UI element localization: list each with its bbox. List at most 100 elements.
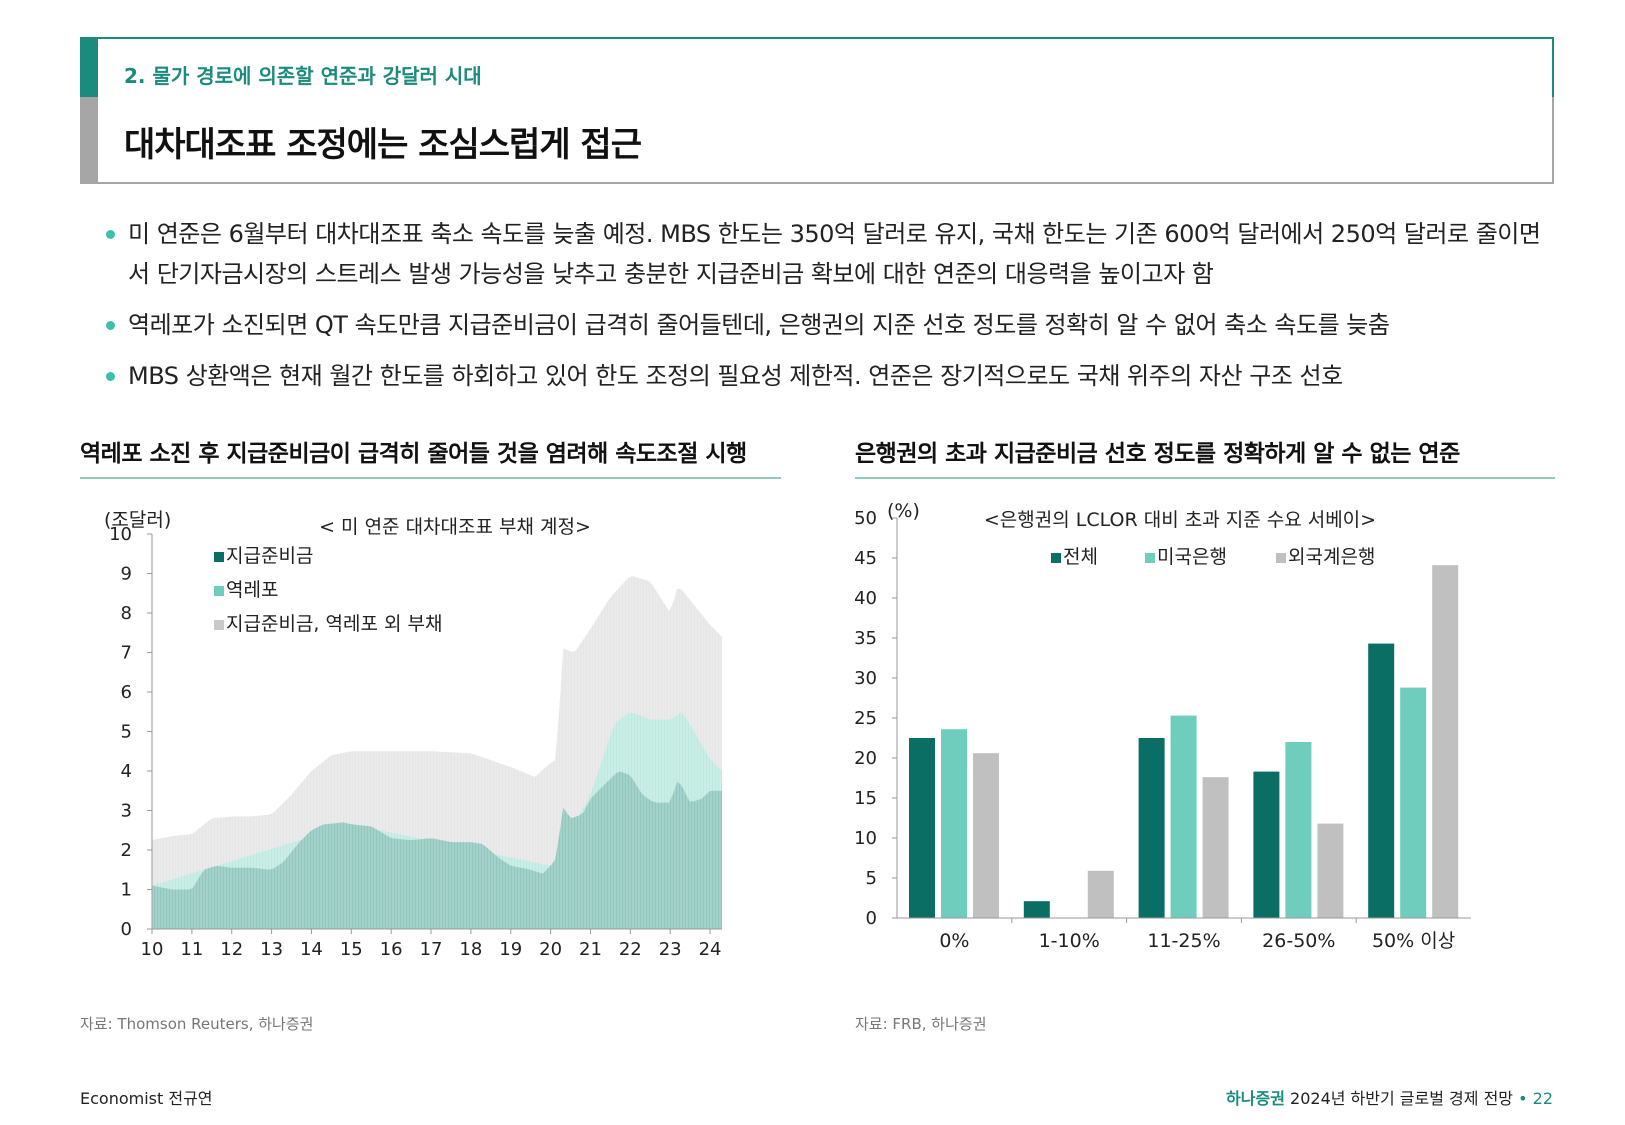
bar-전체-26-50% [1253, 771, 1280, 918]
y-tick-label: 5 [866, 868, 877, 889]
x-category-label: 11-25% [1147, 930, 1220, 952]
y-tick-label: 0 [866, 908, 877, 929]
footer-author: Economist 전규연 [80, 1089, 213, 1108]
y-tick-label: 35 [855, 628, 877, 649]
x-tick-label: 22 [619, 939, 642, 960]
x-tick-label: 10 [141, 939, 164, 960]
x-category-label: 26-50% [1262, 930, 1335, 952]
legend-label: 전체 [1063, 546, 1098, 568]
y-tick-label: 10 [109, 524, 132, 545]
left-chart-source: 자료: Thomson Reuters, 하나증권 [80, 1015, 314, 1033]
x-tick-label: 18 [459, 939, 482, 960]
bar-미국은행-50% 이상 [1400, 687, 1427, 918]
x-tick-label: 12 [220, 939, 243, 960]
x-tick-label: 23 [659, 939, 682, 960]
bullet-item: 역레포가 소진되면 QT 속도만큼 지급준비금이 급격히 줄어들텐데, 은행권의… [104, 305, 1544, 345]
bar-외국계은행-1-10% [1087, 870, 1114, 918]
legend-swatch [214, 552, 224, 562]
legend-label: 역레포 [226, 579, 278, 601]
x-category-label: 50% 이상 [1372, 930, 1455, 952]
chart-title: < 미 연준 대차대조표 부채 계정> [319, 516, 591, 538]
header-frame [80, 37, 1554, 184]
legend-swatch [1145, 553, 1155, 563]
bullet-text: 역레포가 소진되면 QT 속도만큼 지급준비금이 급격히 줄어들텐데, 은행권의… [128, 311, 1390, 339]
y-tick-label: 9 [121, 564, 132, 585]
bar-전체-11-25% [1138, 738, 1165, 918]
x-tick-label: 14 [300, 939, 323, 960]
bullet-item: MBS 상환액은 현재 월간 한도를 하회하고 있어 한도 조정의 필요성 제한… [104, 356, 1544, 396]
header-accent-top [80, 37, 98, 97]
bar-전체-0% [909, 738, 935, 918]
bullet-list: 미 연준은 6월부터 대차대조표 축소 속도를 늦출 예정. MBS 한도는 3… [104, 214, 1544, 407]
y-tick-label: 15 [855, 788, 877, 809]
y-tick-label: 25 [855, 708, 877, 729]
bar-외국계은행-50% 이상 [1432, 565, 1459, 918]
y-tick-label: 8 [121, 603, 132, 624]
legend-swatch [214, 586, 224, 596]
right-chart-divider [855, 477, 1555, 479]
left-chart-divider [80, 477, 781, 479]
legend-label: 지급준비금, 역레포 외 부채 [226, 613, 442, 635]
x-category-label: 0% [939, 930, 969, 952]
right-chart-source: 자료: FRB, 하나증권 [855, 1015, 987, 1033]
left-chart-heading: 역레포 소진 후 지급준비금이 급격히 줄어들 것을 염려해 속도조절 시행 [80, 441, 747, 467]
footer-brand: 하나증권 [1226, 1089, 1285, 1108]
x-tick-label: 16 [380, 939, 403, 960]
excess-reserves-bar-chart: (%) <은행권의 LCLOR 대비 초과 지준 수요 서베이> 0% 1-10%… [855, 500, 1471, 952]
section-label: 2. 물가 경로에 의존할 연준과 강달러 시대 [124, 64, 482, 88]
balance-sheet-area-chart: (조달러) < 미 연준 대차대조표 부채 계정> 01234567891010… [104, 509, 722, 960]
y-tick-label: 4 [121, 761, 132, 782]
bullet-text: MBS 상환액은 현재 월간 한도를 하회하고 있어 한도 조정의 필요성 제한… [128, 362, 1343, 390]
bar-외국계은행-0% [973, 753, 999, 918]
bar-전체-1-10% [1023, 901, 1050, 918]
legend-swatch [1276, 553, 1286, 563]
page-number: 22 [1532, 1089, 1553, 1108]
x-category-label: 1-10% [1039, 930, 1100, 952]
y-tick-label: 6 [121, 682, 132, 703]
page-title: 대차대조표 조정에는 조심스럽게 접근 [124, 125, 642, 165]
bar-외국계은행-11-25% [1202, 777, 1229, 918]
y-tick-label: 20 [855, 748, 877, 769]
y-tick-label: 45 [855, 548, 877, 569]
bullet-item: 미 연준은 6월부터 대차대조표 축소 속도를 늦출 예정. MBS 한도는 3… [104, 214, 1544, 294]
y-tick-label: 1 [121, 880, 132, 901]
y-axis-label: (%) [887, 500, 920, 522]
y-tick-label: 3 [121, 801, 132, 822]
x-tick-label: 15 [340, 939, 363, 960]
y-tick-label: 40 [855, 588, 877, 609]
bar-미국은행-11-25% [1170, 715, 1197, 918]
legend-swatch [1051, 553, 1061, 563]
bar-미국은행-0% [941, 729, 967, 918]
x-tick-label: 24 [699, 939, 722, 960]
legend-label: 미국은행 [1157, 546, 1227, 568]
right-chart-heading: 은행권의 초과 지급준비금 선호 정도를 정확하게 알 수 없는 연준 [855, 441, 1460, 467]
chart-title: <은행권의 LCLOR 대비 초과 지준 수요 서베이> [984, 509, 1376, 531]
y-tick-label: 7 [121, 643, 132, 664]
bar-전체-50% 이상 [1368, 643, 1395, 918]
bar-미국은행-26-50% [1285, 742, 1312, 918]
legend-label: 지급준비금 [226, 545, 313, 567]
legend-label: 외국계은행 [1288, 546, 1375, 568]
y-tick-label: 10 [855, 828, 877, 849]
bullet-dot-icon [106, 230, 115, 239]
legend-swatch [214, 620, 224, 630]
footer-report: 하나증권 2024년 하반기 글로벌 경제 전망 • 22 [1226, 1085, 1553, 1109]
x-tick-label: 21 [579, 939, 602, 960]
y-tick-label: 2 [121, 840, 132, 861]
x-tick-label: 17 [420, 939, 443, 960]
x-tick-label: 20 [539, 939, 562, 960]
x-tick-label: 11 [180, 939, 203, 960]
y-axis-label: (조달러) [104, 509, 171, 531]
y-tick-label: 0 [121, 919, 132, 940]
y-tick-label: 5 [121, 722, 132, 743]
y-tick-label: 50 [855, 508, 877, 529]
bullet-dot-icon [106, 321, 115, 330]
header-accent-bottom [80, 97, 98, 184]
x-tick-label: 19 [499, 939, 522, 960]
y-tick-label: 30 [855, 668, 877, 689]
bar-외국계은행-26-50% [1317, 823, 1344, 918]
bullet-dot-icon [106, 372, 115, 381]
footer-report-title: 2024년 하반기 글로벌 경제 전망 [1290, 1089, 1514, 1108]
footer-separator: • [1518, 1089, 1528, 1108]
bullet-text: 미 연준은 6월부터 대차대조표 축소 속도를 늦출 예정. MBS 한도는 3… [128, 220, 1541, 288]
